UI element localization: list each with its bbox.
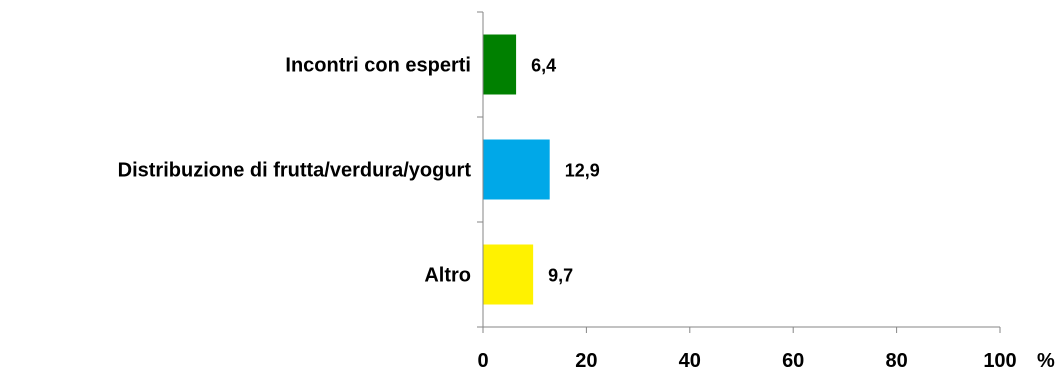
x-tick-label: 60: [782, 350, 804, 372]
x-tick-label: 80: [885, 350, 907, 372]
x-tick-label: 100: [983, 350, 1016, 372]
x-tick-label: 40: [679, 350, 701, 372]
bar-incontri-con-esperti: [483, 34, 517, 95]
data-label-distribuzione-di-frutta-verdura-yogurt: 12,9: [565, 161, 600, 181]
category-label-distribuzione-di-frutta-verdura-yogurt: Distribuzione di frutta/verdura/yogurt: [118, 160, 472, 182]
x-axis-unit-label: %: [1037, 350, 1055, 372]
bars-layer: [483, 34, 550, 305]
axis-layer: 0 20 40 60 80 100: [477, 11, 1017, 372]
data-label-incontri-con-esperti: 6,4: [531, 56, 556, 76]
bar-distribuzione-di-frutta-verdura-yogurt: [483, 139, 550, 200]
category-label-incontri-con-esperti: Incontri con esperti: [285, 55, 471, 77]
data-label-altro: 9,7: [548, 266, 573, 286]
labels-layer: Incontri con esperti 6,4 Distribuzione di …: [118, 55, 600, 287]
bar-altro: [483, 244, 534, 305]
x-tick-label: 0: [477, 350, 488, 372]
x-tick-label: 20: [575, 350, 597, 372]
category-label-altro: Altro: [424, 265, 471, 287]
